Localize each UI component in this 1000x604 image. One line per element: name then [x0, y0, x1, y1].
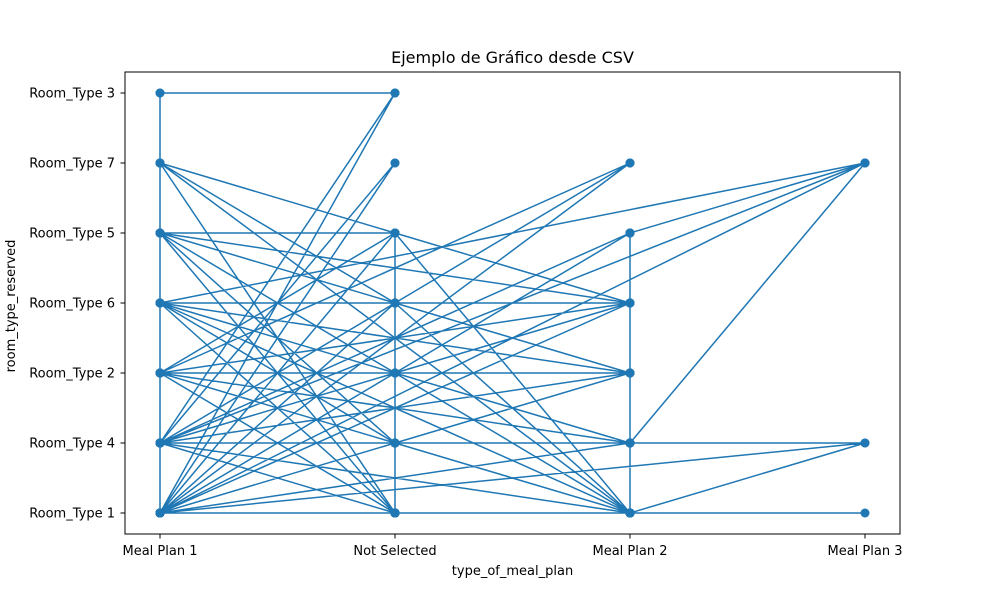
data-point — [390, 228, 400, 238]
y-tick-label: Room_Type 6 — [29, 297, 115, 312]
data-point — [390, 438, 400, 448]
data-point — [155, 158, 165, 168]
y-tick-label: Room_Type 1 — [29, 507, 115, 522]
data-point — [155, 228, 165, 238]
data-point — [390, 368, 400, 378]
x-tick-label: Not Selected — [353, 544, 436, 559]
data-point — [155, 438, 165, 448]
data-point — [390, 88, 400, 98]
data-point — [155, 88, 165, 98]
x-axis-label: type_of_meal_plan — [452, 564, 573, 579]
data-point — [155, 508, 165, 518]
data-point — [860, 438, 870, 448]
data-point — [625, 368, 635, 378]
y-tick-label: Room_Type 2 — [29, 367, 115, 382]
y-tick-label: Room_Type 3 — [29, 87, 115, 102]
data-point — [625, 298, 635, 308]
chart-title: Ejemplo de Gráfico desde CSV — [391, 48, 634, 67]
data-point — [860, 508, 870, 518]
x-tick-label: Meal Plan 1 — [123, 544, 198, 559]
data-point — [625, 228, 635, 238]
y-axis-label: room_type_reserved — [4, 240, 19, 373]
data-point — [625, 438, 635, 448]
x-tick-label: Meal Plan 3 — [828, 544, 903, 559]
x-axis: Meal Plan 1 Not Selected Meal Plan 2 Meal P… — [123, 534, 903, 559]
data-point — [390, 508, 400, 518]
data-point — [625, 508, 635, 518]
series-line — [159, 92, 866, 514]
data-point — [860, 158, 870, 168]
y-tick-label: Room_Type 4 — [29, 437, 115, 452]
y-tick-label: Room_Type 7 — [29, 157, 115, 172]
y-axis: Room_Type 1 Room_Type 4 Room_Type 2 Room_Ty… — [29, 87, 125, 522]
data-point — [625, 158, 635, 168]
series-layer — [155, 88, 870, 518]
x-tick-label: Meal Plan 2 — [593, 544, 668, 559]
data-point — [155, 368, 165, 378]
plot-area — [124, 71, 901, 535]
data-point — [390, 298, 400, 308]
y-tick-label: Room_Type 5 — [29, 227, 115, 242]
data-point — [390, 158, 400, 168]
data-point — [155, 298, 165, 308]
